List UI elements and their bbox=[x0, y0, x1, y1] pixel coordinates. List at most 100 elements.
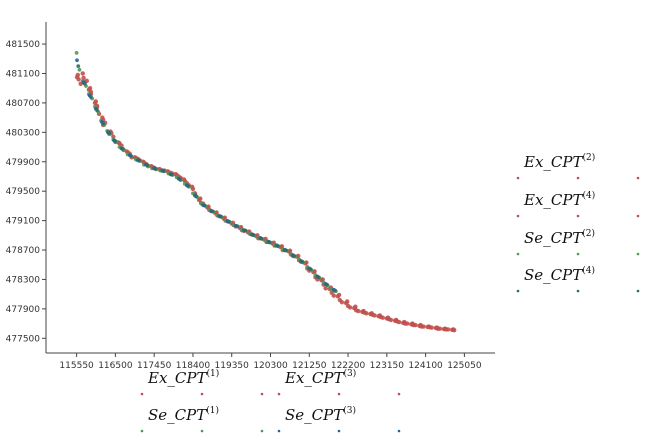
legend-marker bbox=[576, 252, 580, 256]
data-point bbox=[356, 308, 361, 314]
data-point bbox=[153, 166, 158, 171]
data-point bbox=[120, 146, 125, 151]
x-tick-label: 123150 bbox=[370, 361, 405, 371]
data-point bbox=[418, 322, 423, 328]
legend-series-index: (2) bbox=[582, 152, 595, 163]
data-point bbox=[347, 305, 353, 310]
legend-marker bbox=[200, 392, 204, 396]
legend-series-name: Se_CPT bbox=[524, 266, 583, 284]
data-point bbox=[189, 184, 195, 189]
y-tick-label: 479100 bbox=[6, 217, 41, 227]
legend: Ex_CPT(1) Ex_CPT(3)Se_CPT(1) Se_CPT(3)Ex_C… bbox=[140, 152, 640, 433]
data-point bbox=[312, 269, 317, 274]
data-point bbox=[434, 325, 440, 330]
data-point bbox=[226, 219, 231, 224]
legend-marker bbox=[140, 429, 144, 433]
y-tick-label: 477500 bbox=[6, 334, 41, 344]
x-tick-label: 115550 bbox=[59, 361, 94, 371]
data-point bbox=[284, 248, 288, 253]
data-point bbox=[292, 254, 297, 258]
y-tick-label: 479900 bbox=[6, 158, 41, 168]
data-point bbox=[235, 224, 239, 229]
legend-marker bbox=[516, 252, 520, 256]
data-point bbox=[275, 244, 280, 248]
x-tick-label: 121250 bbox=[292, 361, 327, 371]
legend-marker bbox=[260, 392, 264, 396]
data-point bbox=[76, 64, 81, 69]
data-point bbox=[82, 81, 87, 86]
y-tick-label: 478300 bbox=[6, 275, 41, 285]
data-point bbox=[129, 153, 133, 158]
legend-series-index: (2) bbox=[582, 228, 595, 239]
data-point bbox=[287, 248, 293, 253]
legend-item: Ex_CPT(1) bbox=[140, 368, 264, 396]
legend-item: Ex_CPT(4) bbox=[516, 190, 640, 218]
data-point bbox=[394, 317, 399, 323]
data-point bbox=[161, 169, 166, 173]
x-tick-label: 119350 bbox=[215, 361, 250, 371]
x-tick-label: 125050 bbox=[447, 361, 482, 371]
legend-item: Se_CPT(3) bbox=[277, 405, 401, 433]
data-point bbox=[80, 71, 85, 76]
legend-marker bbox=[397, 392, 401, 396]
series-se-cpt-4 bbox=[76, 64, 337, 293]
legend-series-name: Ex_CPT bbox=[147, 369, 207, 387]
y-tick-label: 481100 bbox=[6, 69, 41, 79]
legend-marker bbox=[337, 429, 341, 433]
legend-marker bbox=[576, 214, 580, 218]
data-point bbox=[76, 77, 81, 82]
data-point bbox=[169, 172, 174, 177]
data-point bbox=[369, 311, 374, 316]
data-point bbox=[210, 209, 215, 214]
data-point bbox=[308, 267, 313, 272]
data-point bbox=[443, 326, 448, 331]
y-tick-label: 477900 bbox=[6, 305, 41, 315]
series-ex-cpt-2 bbox=[76, 77, 455, 333]
data-point bbox=[95, 108, 99, 113]
y-tick-label: 480300 bbox=[6, 128, 41, 138]
y-tick-label: 478700 bbox=[6, 246, 41, 256]
legend-item: Se_CPT(1) bbox=[140, 405, 264, 433]
data-point bbox=[93, 99, 98, 104]
legend-marker bbox=[260, 429, 264, 433]
data-point bbox=[324, 282, 329, 287]
data-point bbox=[304, 260, 309, 265]
legend-marker bbox=[576, 176, 580, 180]
data-point bbox=[243, 228, 248, 233]
legend-marker bbox=[636, 289, 640, 293]
legend-label: Ex_CPT(3) bbox=[284, 368, 356, 387]
x-tick-label: 122200 bbox=[331, 361, 366, 371]
legend-marker bbox=[277, 429, 281, 433]
series-ex-cpt-4 bbox=[75, 72, 456, 332]
legend-marker bbox=[516, 214, 520, 218]
data-point bbox=[267, 240, 272, 245]
ticks: 115550 116500 117450 118400 119350 120300 1212… bbox=[6, 40, 482, 371]
legend-marker bbox=[397, 429, 401, 433]
legend-series-name: Se_CPT bbox=[524, 229, 583, 247]
data-point bbox=[296, 253, 301, 259]
legend-label: Ex_CPT(1) bbox=[147, 368, 219, 387]
legend-series-name: Ex_CPT bbox=[523, 191, 583, 209]
data-point bbox=[426, 324, 432, 329]
data-point bbox=[300, 259, 305, 264]
legend-series-index: (4) bbox=[582, 265, 595, 276]
legend-series-index: (3) bbox=[343, 405, 356, 416]
legend-label: Se_CPT(4) bbox=[524, 265, 595, 284]
data-point bbox=[206, 204, 211, 209]
legend-item: Ex_CPT(3) bbox=[277, 368, 401, 396]
legend-marker bbox=[516, 176, 520, 180]
legend-marker bbox=[636, 214, 640, 218]
data-point bbox=[251, 233, 256, 237]
legend-marker bbox=[277, 392, 281, 396]
data-point bbox=[89, 95, 93, 99]
y-tick-label: 479500 bbox=[6, 187, 41, 197]
legend-series-name: Se_CPT bbox=[148, 406, 207, 424]
x-tick-label: 124100 bbox=[408, 361, 443, 371]
data-point bbox=[177, 177, 182, 182]
legend-marker bbox=[636, 176, 640, 180]
legend-label: Se_CPT(2) bbox=[524, 228, 595, 247]
axes bbox=[45, 22, 495, 354]
data-point bbox=[111, 134, 116, 139]
data-point bbox=[75, 72, 81, 78]
